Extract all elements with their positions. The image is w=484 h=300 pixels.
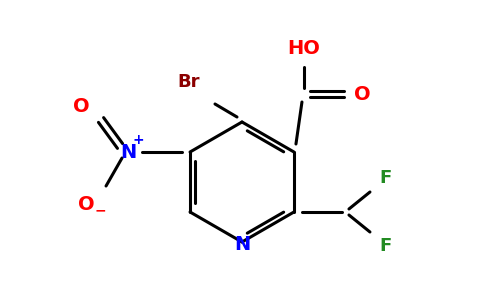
Text: −: − <box>94 203 106 217</box>
Text: F: F <box>380 169 392 187</box>
Text: N: N <box>234 236 250 254</box>
Text: HO: HO <box>287 40 320 58</box>
Text: N: N <box>120 142 136 161</box>
Text: +: + <box>132 133 144 147</box>
Text: O: O <box>78 194 94 214</box>
Text: F: F <box>380 237 392 255</box>
Text: O: O <box>73 97 90 116</box>
Text: O: O <box>354 85 370 104</box>
Text: Br: Br <box>178 73 200 91</box>
